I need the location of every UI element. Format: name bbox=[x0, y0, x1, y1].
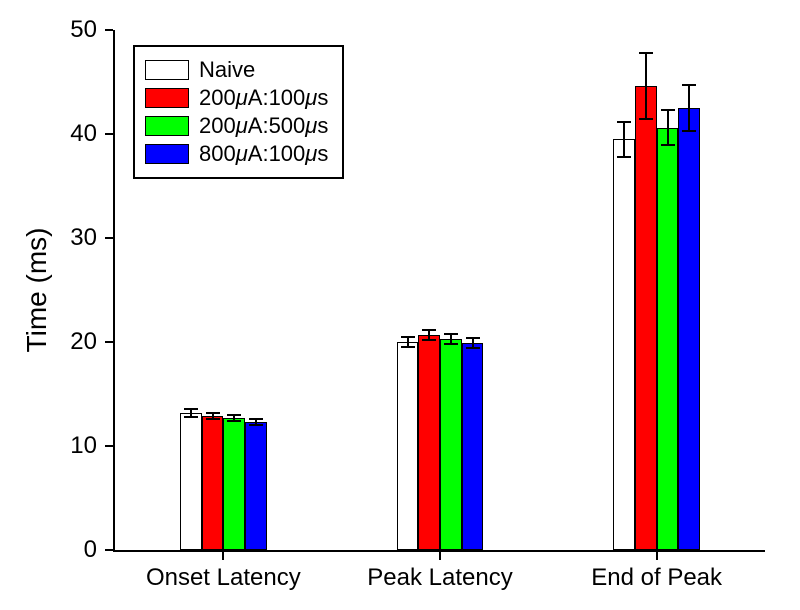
x-tick-label: Onset Latency bbox=[115, 564, 332, 592]
bar bbox=[635, 86, 657, 550]
legend-label: 800μA:100μs bbox=[199, 141, 328, 167]
errorbar-cap-top bbox=[227, 414, 241, 416]
legend-label: 200μA:100μs bbox=[199, 85, 328, 111]
y-tick-label: 30 bbox=[49, 224, 97, 252]
errorbar-cap-bot bbox=[422, 339, 436, 341]
x-tick bbox=[656, 552, 658, 560]
errorbar-cap-bot bbox=[444, 343, 458, 345]
legend-swatch bbox=[145, 60, 189, 80]
bar bbox=[462, 343, 484, 550]
bar bbox=[657, 128, 679, 550]
errorbar-cap-top bbox=[401, 336, 415, 338]
errorbar-cap-top bbox=[617, 121, 631, 123]
x-tick-label: End of Peak bbox=[548, 564, 765, 592]
legend-swatch bbox=[145, 116, 189, 136]
bar bbox=[223, 418, 245, 550]
y-tick bbox=[105, 549, 113, 551]
errorbar-cap-bot bbox=[206, 418, 220, 420]
y-tick bbox=[105, 445, 113, 447]
bar bbox=[245, 422, 267, 550]
errorbar bbox=[667, 110, 669, 145]
legend-label: Naive bbox=[199, 57, 255, 83]
errorbar-cap-top bbox=[661, 109, 675, 111]
bar bbox=[678, 108, 700, 550]
errorbar-cap-top bbox=[466, 337, 480, 339]
legend-item: 200μA:500μs bbox=[145, 113, 328, 139]
bar bbox=[613, 139, 635, 550]
errorbar-cap-bot bbox=[639, 118, 653, 120]
errorbar-cap-top bbox=[184, 408, 198, 410]
y-axis bbox=[113, 30, 115, 552]
y-axis-label: Time (ms) bbox=[21, 228, 53, 353]
x-tick bbox=[439, 552, 441, 560]
errorbar-cap-top bbox=[206, 412, 220, 414]
errorbar-cap-top bbox=[639, 52, 653, 54]
y-tick-label: 10 bbox=[49, 432, 97, 460]
errorbar bbox=[645, 53, 647, 120]
y-tick-label: 20 bbox=[49, 328, 97, 356]
errorbar-cap-top bbox=[422, 329, 436, 331]
errorbar-cap-bot bbox=[466, 347, 480, 349]
errorbar-cap-bot bbox=[617, 156, 631, 158]
errorbar-cap-bot bbox=[184, 416, 198, 418]
errorbar-cap-top bbox=[444, 333, 458, 335]
y-tick bbox=[105, 237, 113, 239]
legend-label: 200μA:500μs bbox=[199, 113, 328, 139]
y-tick bbox=[105, 29, 113, 31]
errorbar-cap-bot bbox=[249, 424, 263, 426]
x-tick bbox=[222, 552, 224, 560]
bar bbox=[397, 342, 419, 550]
bar bbox=[440, 339, 462, 550]
y-tick bbox=[105, 133, 113, 135]
legend-item: 200μA:100μs bbox=[145, 85, 328, 111]
y-tick-label: 40 bbox=[49, 120, 97, 148]
errorbar-cap-bot bbox=[227, 420, 241, 422]
y-tick bbox=[105, 341, 113, 343]
legend-item: Naive bbox=[145, 57, 328, 83]
bar bbox=[418, 335, 440, 550]
errorbar bbox=[688, 85, 690, 131]
errorbar-cap-bot bbox=[401, 346, 415, 348]
x-tick-label: Peak Latency bbox=[332, 564, 549, 592]
legend-item: 800μA:100μs bbox=[145, 141, 328, 167]
errorbar-cap-top bbox=[682, 84, 696, 86]
errorbar-cap-bot bbox=[682, 130, 696, 132]
bar bbox=[180, 413, 202, 550]
legend-swatch bbox=[145, 88, 189, 108]
errorbar bbox=[623, 122, 625, 157]
y-tick-label: 0 bbox=[49, 536, 97, 564]
legend: Naive200μA:100μs200μA:500μs800μA:100μs bbox=[133, 45, 344, 179]
bar bbox=[202, 416, 224, 550]
y-tick-label: 50 bbox=[49, 16, 97, 44]
legend-swatch bbox=[145, 144, 189, 164]
errorbar-cap-bot bbox=[661, 144, 675, 146]
errorbar-cap-top bbox=[249, 418, 263, 420]
